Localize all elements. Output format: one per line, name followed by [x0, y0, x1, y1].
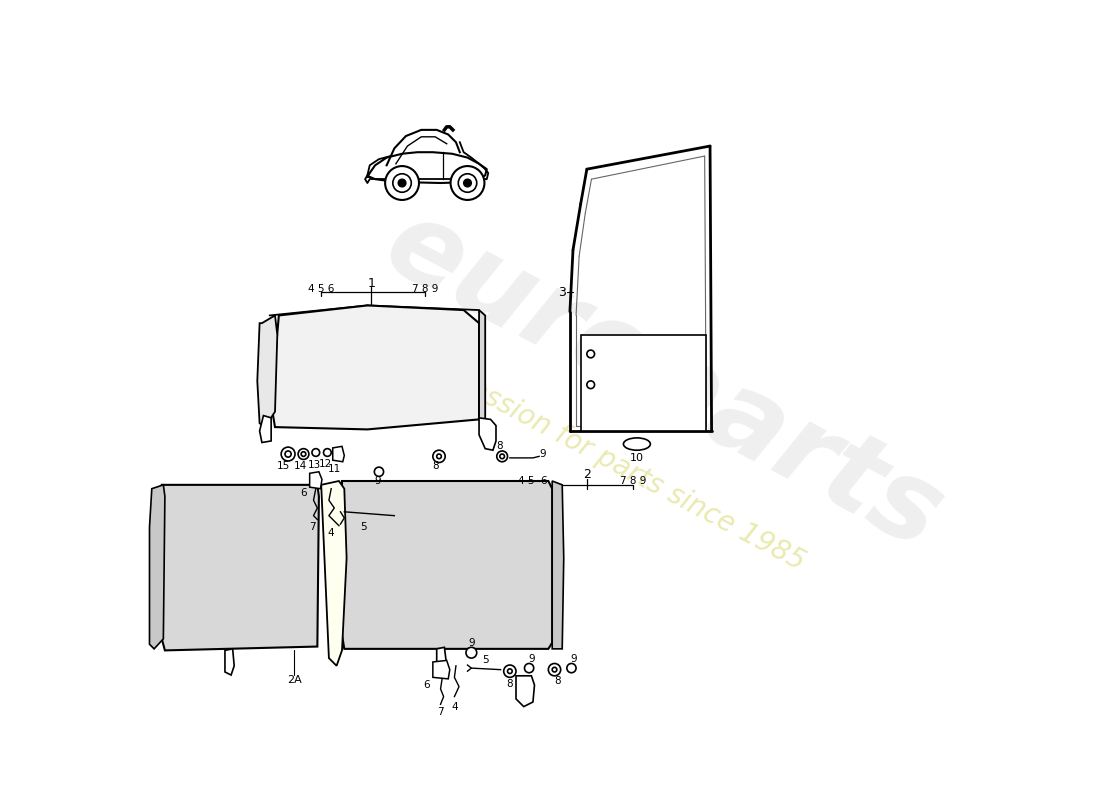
Circle shape: [586, 350, 595, 358]
Circle shape: [499, 454, 505, 458]
Text: 8: 8: [496, 442, 503, 451]
Text: a passion for parts since 1985: a passion for parts since 1985: [426, 354, 810, 577]
Circle shape: [393, 174, 411, 192]
Text: 8: 8: [506, 678, 514, 689]
Polygon shape: [342, 481, 552, 649]
Text: 8: 8: [432, 461, 439, 470]
Polygon shape: [260, 415, 271, 442]
Circle shape: [398, 179, 406, 187]
Text: 3: 3: [559, 286, 566, 299]
Circle shape: [504, 665, 516, 678]
Circle shape: [432, 450, 446, 462]
Text: 2: 2: [583, 468, 591, 482]
Polygon shape: [480, 310, 485, 419]
Text: 5: 5: [360, 522, 367, 532]
Circle shape: [586, 381, 595, 389]
Text: 14: 14: [294, 462, 307, 471]
Text: 4 5  6: 4 5 6: [518, 476, 548, 486]
Circle shape: [507, 669, 513, 674]
Text: 9: 9: [528, 654, 535, 664]
Circle shape: [459, 174, 476, 192]
Circle shape: [466, 647, 476, 658]
Circle shape: [451, 166, 484, 200]
Circle shape: [285, 451, 292, 457]
Polygon shape: [162, 485, 319, 650]
Circle shape: [374, 467, 384, 476]
Text: 8: 8: [554, 676, 561, 686]
Text: 6: 6: [300, 487, 307, 498]
Circle shape: [385, 166, 419, 200]
Text: 15: 15: [277, 462, 290, 471]
Polygon shape: [552, 481, 563, 649]
Polygon shape: [224, 649, 234, 675]
Text: 5: 5: [482, 655, 488, 666]
Text: 7 8 9: 7 8 9: [620, 476, 646, 486]
Circle shape: [464, 179, 472, 187]
Text: 4: 4: [328, 528, 334, 538]
Ellipse shape: [624, 438, 650, 450]
Circle shape: [548, 663, 561, 676]
Circle shape: [323, 449, 331, 456]
Circle shape: [312, 449, 320, 456]
Circle shape: [566, 663, 576, 673]
Circle shape: [525, 663, 533, 673]
Circle shape: [298, 449, 309, 459]
Polygon shape: [310, 472, 322, 489]
Polygon shape: [332, 446, 344, 462]
Polygon shape: [257, 315, 277, 427]
Circle shape: [301, 452, 306, 456]
Text: 9: 9: [539, 449, 546, 459]
Polygon shape: [321, 481, 346, 666]
Text: europarts: europarts: [367, 190, 960, 572]
Text: 4: 4: [451, 702, 458, 712]
Text: 1: 1: [367, 277, 375, 290]
Text: 9: 9: [374, 476, 381, 486]
Polygon shape: [433, 661, 450, 679]
Text: 9: 9: [468, 638, 475, 648]
Circle shape: [437, 454, 441, 458]
Text: 9: 9: [571, 654, 578, 664]
Text: 4 5 6: 4 5 6: [308, 283, 334, 294]
Text: 7: 7: [309, 522, 316, 532]
Circle shape: [552, 667, 557, 672]
Text: 10: 10: [630, 453, 644, 463]
Text: 2A: 2A: [287, 674, 301, 685]
Circle shape: [282, 447, 295, 461]
Text: 7 8 9: 7 8 9: [412, 283, 438, 294]
Polygon shape: [150, 485, 165, 649]
Text: 11: 11: [328, 465, 341, 474]
Text: 12: 12: [319, 459, 332, 469]
Polygon shape: [271, 306, 480, 430]
Polygon shape: [516, 676, 535, 706]
Text: 7: 7: [437, 707, 444, 717]
Text: 13: 13: [308, 460, 321, 470]
Polygon shape: [437, 647, 447, 675]
Circle shape: [497, 451, 507, 462]
Polygon shape: [480, 418, 496, 450]
Text: 6: 6: [424, 680, 430, 690]
Polygon shape: [581, 334, 706, 431]
